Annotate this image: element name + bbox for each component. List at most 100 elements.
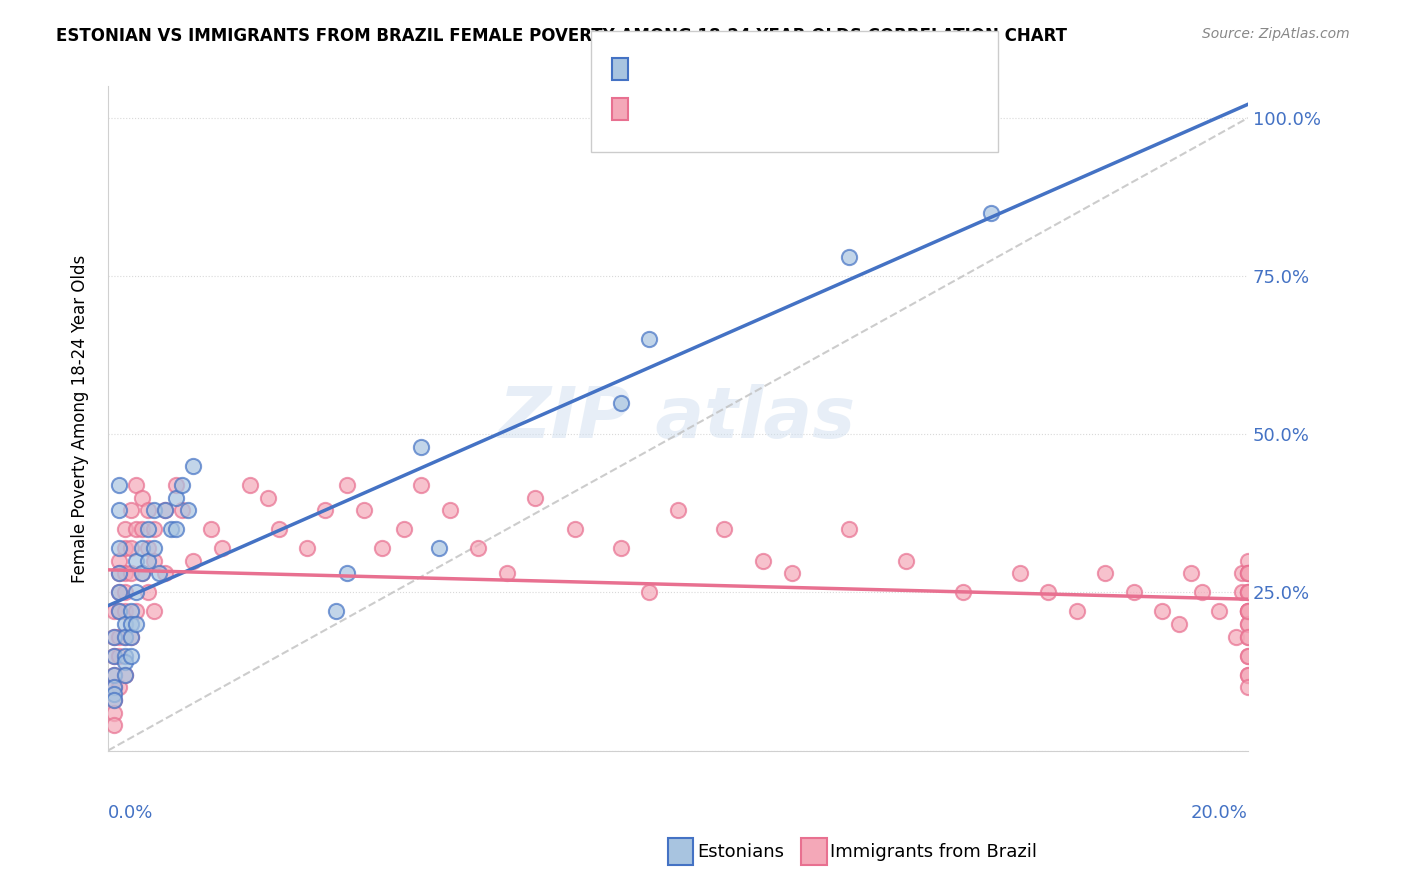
Point [1237,566,1260,581]
Point [1237,680,1260,694]
Point [114,604,136,618]
Point [103,648,125,663]
Point [467,541,489,555]
Point [142,604,165,618]
Point [165,478,187,492]
Point [114,541,136,555]
Point [1237,585,1260,599]
Point [108,541,131,555]
Point [838,250,860,264]
Point [114,585,136,599]
Point [103,604,125,618]
Point [136,522,159,536]
Point [411,478,433,492]
Point [108,604,131,618]
Point [1237,566,1260,581]
Point [211,541,233,555]
Point [1237,585,1260,599]
Point [267,522,290,536]
Point [314,503,336,517]
Point [1038,585,1060,599]
Point [108,503,131,517]
Text: 0.0%: 0.0% [108,804,153,822]
Point [427,541,450,555]
Point [370,541,392,555]
Point [103,680,125,694]
Point [297,541,319,555]
Point [103,693,125,707]
Point [103,667,125,681]
Text: Immigrants from Brazil: Immigrants from Brazil [830,843,1036,861]
Point [103,706,125,720]
Point [136,541,159,555]
Point [256,491,278,505]
Point [1208,604,1230,618]
Point [1237,667,1260,681]
Point [108,604,131,618]
Point [108,566,131,581]
Point [1237,617,1260,632]
Point [1237,648,1260,663]
Point [1237,554,1260,568]
Point [114,522,136,536]
Point [103,693,125,707]
Point [159,522,181,536]
Point [114,566,136,581]
Point [125,617,148,632]
Point [103,630,125,644]
Point [1237,604,1260,618]
Point [183,458,205,473]
Point [142,522,165,536]
Point [125,522,148,536]
Point [1122,585,1144,599]
Point [1152,604,1174,618]
Point [165,491,187,505]
Point [114,655,136,669]
Point [142,554,165,568]
Point [1008,566,1031,581]
Point [103,680,125,694]
Point [120,630,142,644]
Point [838,522,860,536]
Point [1066,604,1088,618]
Point [177,503,200,517]
Point [108,585,131,599]
Point [980,206,1002,220]
Point [780,566,803,581]
Point [103,718,125,732]
Point [336,478,359,492]
Point [952,585,974,599]
Point [136,503,159,517]
Point [131,541,153,555]
Text: R = 0.048   N =  102: R = 0.048 N = 102 [626,109,813,127]
Point [610,395,633,409]
Point [1237,566,1260,581]
Point [125,585,148,599]
Point [120,541,142,555]
Point [713,522,735,536]
Point [114,617,136,632]
Point [239,478,262,492]
Point [394,522,416,536]
Point [1191,585,1213,599]
Point [120,604,142,618]
Point [752,554,775,568]
Point [114,667,136,681]
Point [131,566,153,581]
Point [114,667,136,681]
Point [638,332,661,346]
Point [108,566,131,581]
Point [108,554,131,568]
Point [1237,630,1260,644]
Point [125,478,148,492]
Point [136,554,159,568]
Point [153,566,176,581]
Point [103,667,125,681]
Point [108,630,131,644]
Point [131,522,153,536]
Text: R = 0.365   N =  46: R = 0.365 N = 46 [626,70,801,87]
Point [120,617,142,632]
Point [108,585,131,599]
Point [136,585,159,599]
Point [1237,667,1260,681]
